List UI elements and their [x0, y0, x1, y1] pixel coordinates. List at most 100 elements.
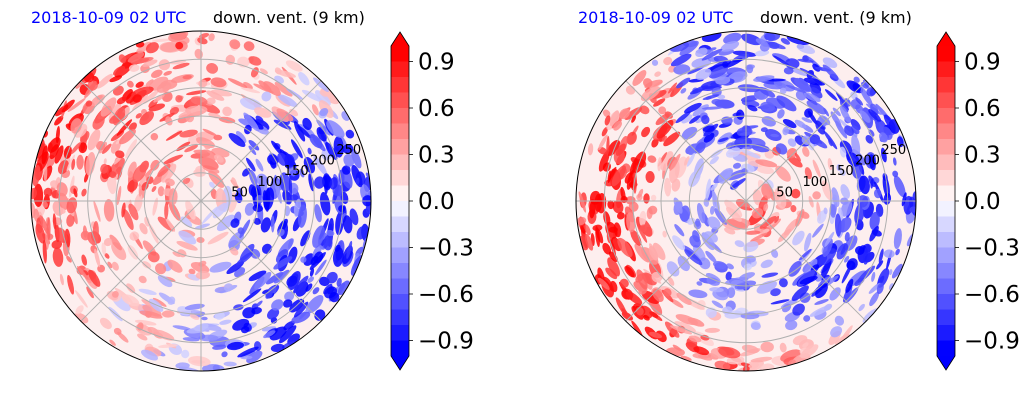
negative-contour-cell	[803, 92, 821, 102]
positive-contour-cell	[747, 362, 760, 370]
negative-contour-cell	[248, 270, 267, 282]
positive-contour-cell	[222, 106, 232, 117]
radial-tick-250: 250	[336, 143, 361, 158]
positive-contour-cell	[158, 344, 178, 348]
negative-contour-cell	[779, 87, 787, 95]
positive-contour-cell	[116, 185, 122, 206]
colorbar-tick-0.3: 0.3	[964, 143, 1001, 169]
positive-contour-cell	[787, 155, 803, 168]
colorbar-level	[937, 247, 955, 264]
negative-contour-cell	[141, 349, 158, 361]
negative-contour-cell	[868, 129, 875, 137]
positive-contour-cell	[680, 355, 692, 361]
negative-contour-cell	[858, 303, 865, 312]
negative-contour-cell	[689, 235, 701, 248]
negative-contour-cell	[314, 90, 331, 106]
positive-contour-cell	[630, 229, 642, 246]
colorbar-extend-max	[391, 32, 409, 46]
positive-contour-cell	[229, 39, 241, 50]
negative-contour-cell	[209, 181, 215, 188]
negative-contour-cell	[326, 271, 338, 284]
negative-contour-cell	[287, 270, 301, 291]
positive-contour-cell	[663, 288, 672, 297]
positive-contour-cell	[121, 294, 140, 307]
radial-tick-100: 100	[803, 175, 828, 190]
colorbar-extend-min	[937, 356, 955, 370]
negative-contour-cell	[676, 77, 691, 89]
colorbar-level	[391, 247, 409, 264]
negative-contour-cell	[760, 259, 773, 269]
radial-tick-150: 150	[284, 164, 309, 179]
negative-contour-cell	[351, 149, 362, 169]
negative-contour-cell	[178, 366, 201, 371]
positive-contour-cell	[182, 74, 192, 80]
negative-contour-cell	[277, 94, 298, 107]
positive-contour-cell	[71, 158, 76, 171]
negative-contour-cell	[709, 206, 715, 215]
negative-contour-cell	[314, 204, 322, 223]
positive-contour-cell	[41, 145, 48, 165]
negative-contour-cell	[878, 248, 884, 264]
positive-contour-cell	[598, 150, 610, 172]
negative-contour-cell	[755, 38, 768, 46]
positive-contour-cell	[164, 202, 169, 220]
positive-contour-cell	[66, 154, 76, 172]
positive-contour-cell	[667, 276, 675, 286]
negative-contour-cell	[701, 48, 723, 61]
positive-contour-cell	[663, 56, 673, 66]
negative-contour-cell	[349, 208, 359, 226]
negative-contour-cell	[250, 249, 261, 259]
positive-contour-cell	[118, 54, 127, 64]
positive-contour-cell	[142, 261, 152, 269]
positive-contour-cell	[206, 90, 225, 101]
positive-contour-cell	[667, 82, 678, 94]
positive-contour-cell	[243, 41, 255, 51]
negative-contour-cell	[686, 152, 696, 167]
negative-contour-cell	[725, 271, 732, 281]
negative-contour-cell	[809, 80, 816, 84]
negative-contour-cell	[794, 77, 812, 93]
colorbar-level	[391, 340, 409, 357]
negative-contour-cell	[791, 285, 809, 301]
negative-contour-cell	[300, 256, 307, 263]
positive-contour-cell	[195, 165, 206, 175]
positive-contour-cell	[156, 82, 172, 93]
colorbar-level	[391, 46, 409, 62]
positive-contour-cell	[167, 259, 183, 273]
positive-contour-cell	[626, 212, 636, 233]
positive-contour-cell	[197, 37, 208, 45]
negative-contour-cell	[688, 289, 708, 299]
positive-contour-cell	[96, 73, 113, 89]
positive-contour-cell	[632, 70, 647, 86]
positive-contour-cell	[132, 94, 149, 111]
positive-contour-cell	[758, 195, 768, 213]
negative-contour-cell	[214, 311, 225, 320]
negative-contour-cell	[240, 355, 253, 360]
positive-contour-cell	[612, 200, 624, 214]
positive-contour-cell	[101, 242, 107, 255]
colorbar-tick-labels: 0.9 0.6 0.3 0.0 −0.3 −0.6 −0.9	[964, 50, 1020, 355]
negative-contour-cell	[776, 81, 783, 87]
positive-contour-cell	[146, 176, 154, 185]
positive-contour-cell	[102, 143, 112, 154]
positive-contour-cell	[153, 94, 165, 103]
negative-contour-cell	[830, 111, 842, 128]
positive-contour-cell	[608, 251, 618, 262]
positive-contour-cell	[39, 215, 50, 235]
positive-contour-cell	[669, 153, 681, 171]
positive-contour-cell	[584, 233, 594, 251]
negative-contour-cell	[701, 106, 724, 110]
negative-contour-cell	[823, 207, 828, 215]
positive-contour-cell	[777, 228, 792, 243]
negative-contour-cell	[883, 114, 896, 131]
positive-contour-cell	[66, 255, 72, 263]
positive-contour-cell	[674, 321, 696, 333]
panel-title-date: 2018-10-09 02 UTC	[31, 8, 186, 27]
negative-contour-cell	[869, 211, 880, 231]
negative-contour-cell	[296, 125, 312, 139]
negative-contour-cell	[770, 133, 780, 138]
positive-contour-cell	[182, 177, 191, 185]
negative-contour-cell	[703, 198, 710, 207]
negative-contour-cell	[234, 192, 243, 203]
positive-contour-cell	[578, 191, 587, 213]
